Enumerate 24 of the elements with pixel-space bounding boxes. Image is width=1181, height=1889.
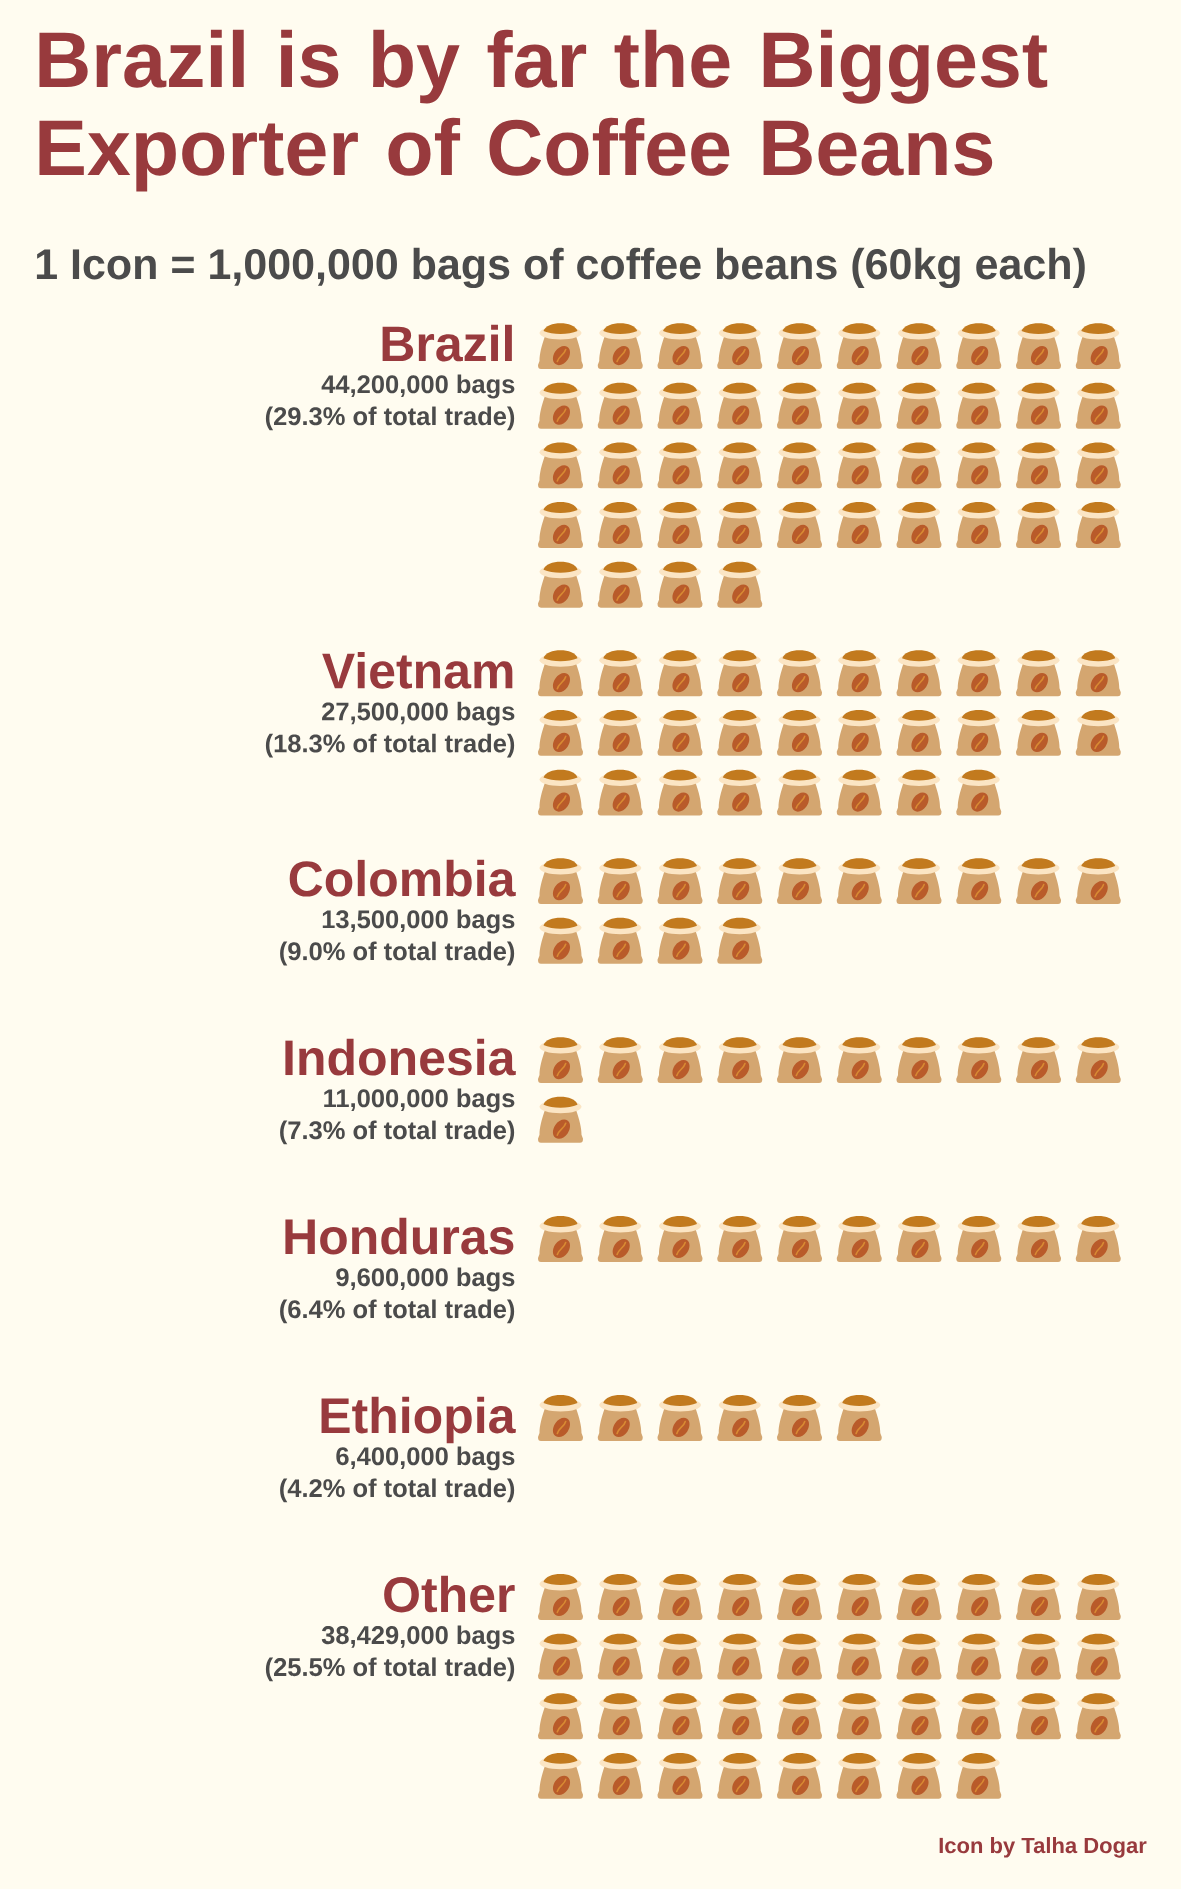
data-label: 9,600,000 bags	[336, 1267, 515, 1292]
text: (29.3% of total trade)	[265, 406, 515, 431]
category-label: Ethiopia	[321, 1396, 516, 1444]
category-label: Indonesia	[285, 1038, 516, 1076]
text: 1 Icon = 1,000,000 bags of coffee beans (60kg each)	[36, 247, 1085, 289]
category-label: Honduras	[285, 1217, 514, 1255]
data-label: 13,500,000 bags	[322, 909, 515, 934]
text: (9.0% of total trade)	[280, 941, 515, 966]
text: Icon by Talha Dogar	[939, 1837, 1147, 1858]
category-label: Other	[384, 1575, 515, 1613]
data-label: 44,200,000 bags	[321, 374, 515, 399]
text: (4.2% of total trade)	[280, 1478, 515, 1503]
text: Brazil is by far the Biggest Exporter of Coffee Beans	[39, 29, 1048, 192]
text: (25.5% of total trade)	[265, 1657, 515, 1682]
data-label: 11,000,000 bags	[324, 1088, 515, 1113]
category-label: Brazil	[382, 324, 512, 362]
text: (7.3% of total trade)	[280, 1120, 515, 1145]
text: (18.3% of total trade)	[265, 733, 515, 758]
category-label: Colombia	[289, 859, 516, 897]
data-label: 27,500,000 bags	[322, 701, 515, 726]
text: (6.4% of total trade)	[280, 1299, 515, 1324]
data-label: 6,400,000 bags	[336, 1446, 515, 1471]
category-label: Vietnam	[322, 651, 513, 689]
data-label: 38,429,000 bags	[321, 1625, 515, 1650]
